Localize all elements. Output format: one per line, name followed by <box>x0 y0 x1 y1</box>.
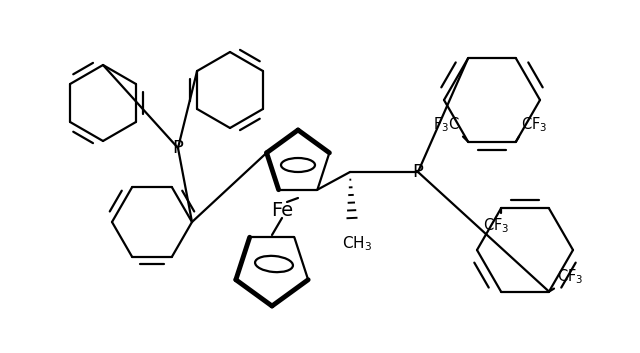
Text: P: P <box>173 139 184 157</box>
Text: Fe: Fe <box>271 201 293 220</box>
Text: CH$_3$: CH$_3$ <box>342 234 372 253</box>
Text: P: P <box>413 163 424 181</box>
Text: CF$_3$: CF$_3$ <box>483 216 509 235</box>
Text: CF$_3$: CF$_3$ <box>557 267 584 286</box>
Text: CF$_3$: CF$_3$ <box>521 115 547 133</box>
Text: F$_3$C: F$_3$C <box>433 115 460 133</box>
